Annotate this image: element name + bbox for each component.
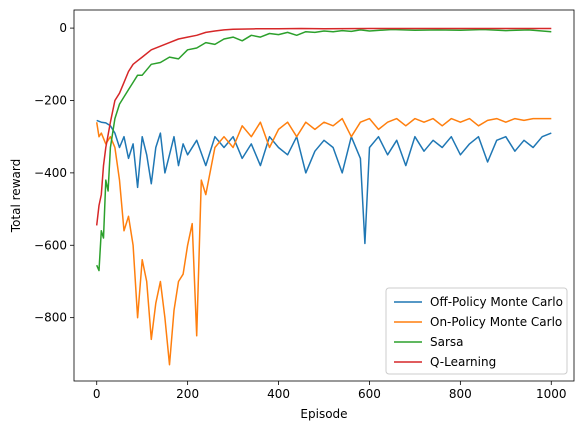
- x-tick-label: 600: [358, 387, 381, 401]
- y-tick-label: −800: [34, 311, 67, 325]
- series-lines: [95, 27, 552, 366]
- x-tick-label: 400: [267, 387, 290, 401]
- legend-box: [385, 287, 568, 375]
- axes-frame: [73, 9, 575, 382]
- y-tick-label: −600: [34, 238, 67, 252]
- series-line-0: [96, 119, 552, 245]
- series-line-1: [95, 117, 552, 366]
- y-axis: 0 −200 −400 −600 −800: [34, 21, 74, 325]
- x-tick-label: 200: [176, 387, 199, 401]
- y-tick-label: −200: [34, 93, 67, 107]
- x-tick-label: 0: [93, 387, 101, 401]
- series-line-3: [95, 27, 552, 226]
- legend: Off-Policy Monte Carlo On-Policy Monte Ca…: [385, 287, 568, 375]
- y-tick-label: −400: [34, 166, 67, 180]
- x-axis: 0 200 400 600 800 1000: [93, 381, 567, 401]
- series-line-2: [96, 28, 552, 272]
- x-axis-label: Episode: [300, 407, 347, 421]
- y-tick-label: 0: [59, 21, 67, 35]
- x-tick-label: 800: [449, 387, 472, 401]
- y-axis-label: Total reward: [9, 159, 23, 233]
- legend-label: Off-Policy Monte Carlo: [430, 295, 563, 309]
- x-tick-label: 1000: [536, 387, 567, 401]
- legend-label: Sarsa: [430, 335, 464, 349]
- legend-label: On-Policy Monte Carlo: [430, 315, 562, 329]
- legend-label: Q-Learning: [430, 355, 496, 369]
